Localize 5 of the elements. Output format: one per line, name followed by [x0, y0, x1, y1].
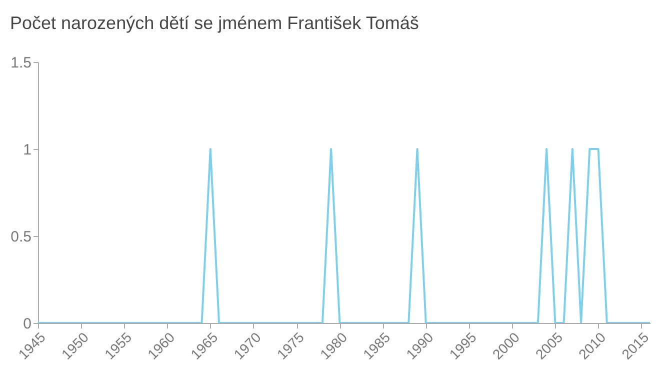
chart-title: Počet narozených dětí se jménem František Tomáš	[10, 13, 419, 33]
y-tick-label: 0.5	[10, 228, 32, 246]
y-tick-label: 1.5	[10, 54, 32, 72]
y-tick-label: 0	[23, 316, 32, 332]
y-tick-label: 1	[23, 142, 32, 158]
